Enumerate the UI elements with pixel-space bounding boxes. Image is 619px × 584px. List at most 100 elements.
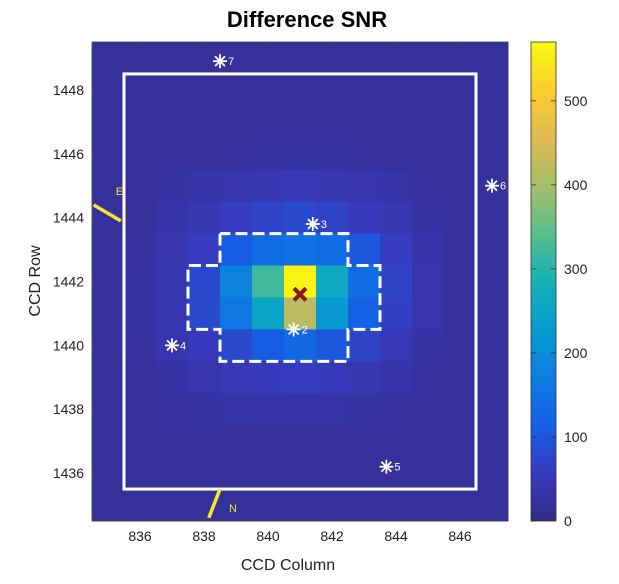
heatmap-cell	[124, 42, 157, 75]
heatmap-cell	[188, 73, 221, 107]
heatmap-cell	[188, 137, 221, 171]
star-marker-7	[213, 54, 227, 69]
heatmap-cell	[124, 233, 157, 266]
heatmap-cell	[444, 137, 477, 171]
heatmap-cell	[156, 233, 189, 266]
chart-title: Difference SNR	[227, 7, 387, 32]
heatmap-cell	[252, 233, 285, 266]
heatmap-cell	[476, 425, 509, 458]
heatmap-cell	[188, 233, 221, 266]
heatmap-cell	[380, 42, 413, 75]
compass-label-N: N	[229, 503, 237, 515]
heatmap-cell	[380, 137, 413, 171]
heatmap-cell	[348, 425, 381, 458]
heatmap-cell	[412, 169, 445, 203]
overlays: 7 6 3 2 4 5 E N	[92, 54, 506, 519]
heatmap-cell	[380, 361, 413, 394]
star-label-3: 3	[321, 219, 327, 231]
x-tick-label: 842	[320, 528, 344, 544]
y-tick-label: 1436	[53, 465, 84, 481]
heatmap-cell	[412, 361, 445, 394]
plot-frame	[91, 41, 509, 522]
outer-box	[122, 72, 478, 491]
heatmap-cell	[252, 361, 285, 394]
star-marker-arm	[214, 55, 226, 67]
heatmap-cell	[92, 265, 125, 298]
heatmap-cell	[156, 457, 189, 490]
heatmap-cell	[124, 297, 157, 330]
heatmap-cell	[188, 265, 221, 298]
heatmap-cell	[348, 73, 381, 107]
heatmap-cell	[316, 329, 349, 362]
heatmap-cell	[220, 393, 253, 426]
heatmap-cell	[380, 201, 413, 234]
heatmap-cell	[348, 297, 381, 330]
heatmap-cell	[220, 297, 253, 330]
heatmap-cell	[412, 137, 445, 171]
heatmap-cell	[252, 457, 285, 490]
heatmap-cell	[476, 297, 509, 330]
heatmap-cell	[92, 361, 125, 394]
heatmap-cell	[412, 329, 445, 362]
heatmap-cell	[316, 42, 349, 75]
heatmap-cell	[476, 233, 509, 266]
heatmap-cell	[220, 361, 253, 394]
heatmap-cell	[444, 169, 477, 203]
heatmap-cell	[92, 105, 125, 139]
heatmap-cell	[284, 105, 317, 139]
heatmap-cell	[316, 265, 349, 298]
heatmap-cell	[220, 233, 253, 266]
heatmap-cell	[348, 42, 381, 75]
heatmap-cell	[348, 457, 381, 490]
heatmap-cell	[380, 329, 413, 362]
y-tick-label: 1438	[53, 401, 84, 417]
star-marker-arm	[380, 461, 392, 473]
heatmap-cell	[220, 73, 253, 107]
x-tick-label: 840	[256, 528, 280, 544]
x-tick-label: 838	[192, 528, 216, 544]
compass-arrow-E	[92, 203, 122, 223]
heatmap-cell	[156, 137, 189, 171]
centroid-marker	[292, 286, 308, 302]
heatmap-cell	[124, 265, 157, 298]
y-tick-label: 1444	[53, 210, 84, 226]
heatmap-cell	[316, 361, 349, 394]
heatmap-cell	[380, 73, 413, 107]
heatmap-cell	[380, 105, 413, 139]
heatmap-cell	[444, 73, 477, 107]
heatmap-cell	[124, 393, 157, 426]
heatmap-cell	[220, 489, 253, 522]
heatmap-cell	[316, 393, 349, 426]
heatmap-cell	[444, 329, 477, 362]
heatmap-cell	[316, 457, 349, 490]
heatmap-cell	[188, 361, 221, 394]
heatmap-cell	[348, 105, 381, 139]
heatmap-cell	[220, 329, 253, 362]
aperture-outline	[186, 232, 382, 363]
heatmap-cell	[252, 137, 285, 171]
star-label-5: 5	[394, 462, 400, 474]
heatmap-cell	[92, 457, 125, 490]
star-marker-5	[379, 459, 394, 474]
heatmap-cell	[476, 105, 509, 139]
y-tick-label: 1446	[53, 146, 84, 162]
heatmap-cell	[92, 425, 125, 458]
heatmap-cell	[92, 169, 125, 203]
heatmap-cell	[188, 425, 221, 458]
star-marker-arm	[288, 323, 300, 335]
heatmap-cell	[124, 137, 157, 171]
heatmap-cell	[124, 361, 157, 394]
heatmap-cell	[284, 425, 317, 458]
heatmap-cell	[220, 457, 253, 490]
heatmap-cell	[444, 393, 477, 426]
heatmap-cell	[284, 457, 317, 490]
heatmap-cell	[220, 201, 253, 234]
heatmap-cell	[252, 169, 285, 203]
heatmap-cell	[156, 169, 189, 203]
heatmap-cell	[92, 329, 125, 362]
heatmap-cell	[348, 329, 381, 362]
heatmap-cell	[124, 457, 157, 490]
heatmap-cell	[220, 265, 253, 298]
